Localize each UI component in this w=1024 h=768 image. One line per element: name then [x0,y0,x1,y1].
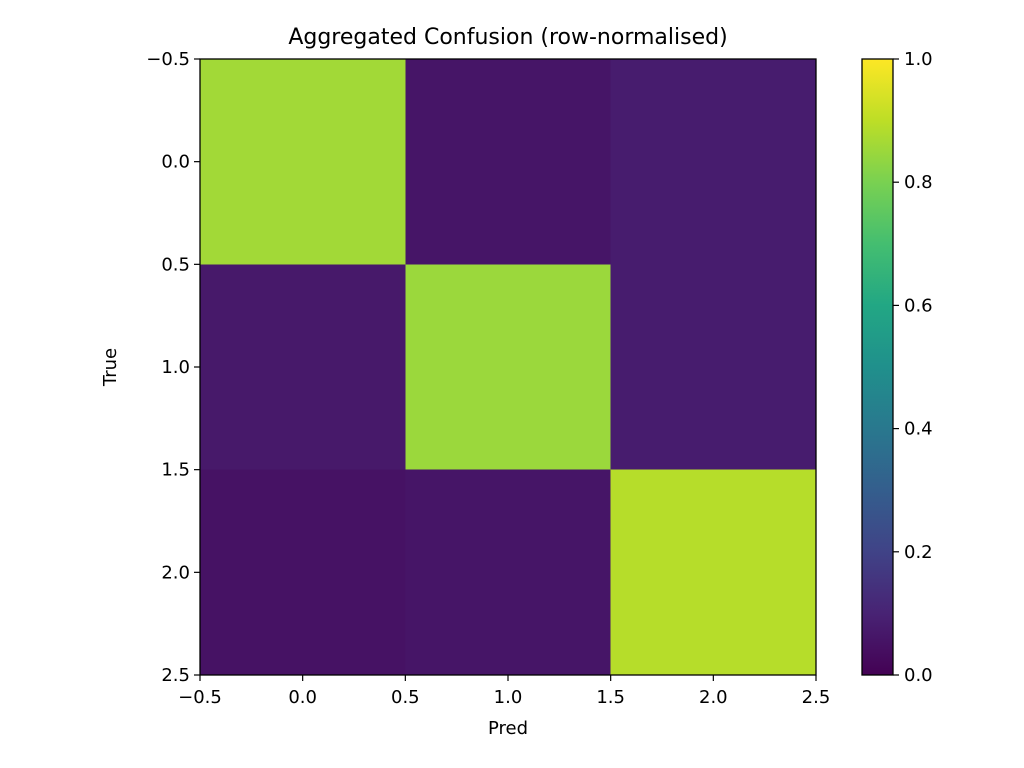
y-tick-label: 2.5 [161,665,190,686]
heatmap-cell-r2-c2 [610,469,816,675]
heatmap-cell-r1-c2 [610,264,816,470]
chart-title: Aggregated Confusion (row-normalised) [288,25,727,50]
x-tick-label: −0.5 [178,687,222,708]
colorbar-tick-label: 0.4 [904,419,933,440]
heatmap-cells [200,59,816,675]
y-axis-title: True [100,348,121,387]
x-tick-label: 0.5 [391,687,420,708]
colorbar-tick-label: 1.0 [904,49,933,70]
colorbar-tick-label: 0.2 [904,542,933,563]
heatmap-cell-r1-c0 [200,264,406,470]
y-tick-label: 2.0 [161,562,190,583]
heatmap-cell-r1-c1 [405,264,611,470]
x-tick-label: 0.0 [288,687,317,708]
x-tick-label: 1.5 [596,687,625,708]
y-tick-label: 0.5 [161,254,190,275]
heatmap-cell-r0-c1 [405,59,611,265]
x-tick-label: 2.0 [699,687,728,708]
colorbar-axis: 0.0 0.2 0.4 0.6 0.8 1.0 [893,49,933,686]
colorbar-tick-label: 0.0 [904,665,933,686]
y-tick-label: 1.0 [161,357,190,378]
heatmap-cell-r0-c2 [610,59,816,265]
x-axis-title: Pred [488,718,528,739]
colorbar-tick-label: 0.6 [904,295,933,316]
heatmap-cell-r0-c0 [200,59,406,265]
y-axis: −0.5 0.0 0.5 1.0 1.5 2.0 2.5 [146,49,200,686]
colorbar [861,58,894,676]
heatmap-cell-r2-c0 [200,469,406,675]
x-tick-label: 2.5 [802,687,831,708]
y-tick-label: −0.5 [146,49,190,70]
x-axis: −0.5 0.0 0.5 1.0 1.5 2.0 2.5 [178,675,830,708]
y-tick-label: 0.0 [161,152,190,173]
x-tick-label: 1.0 [494,687,523,708]
colorbar-tick-label: 0.8 [904,172,933,193]
heatmap-cell-r2-c1 [405,469,611,675]
y-tick-label: 1.5 [161,460,190,481]
